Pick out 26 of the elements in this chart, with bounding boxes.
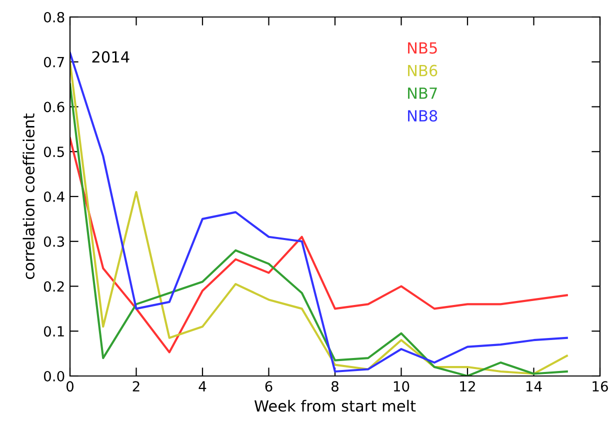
x-tick-label: 14 bbox=[526, 381, 542, 392]
y-tick-label: 0.4 bbox=[44, 191, 64, 202]
y-tick-label: 0.8 bbox=[44, 12, 64, 22]
text: NB5 bbox=[408, 42, 437, 54]
x-tick-label: 6 bbox=[265, 381, 272, 392]
x-tick-label: 8 bbox=[332, 381, 338, 392]
y-tick-label: 0.7 bbox=[44, 56, 64, 68]
x-tick-label: 4 bbox=[198, 381, 206, 392]
y-tick-label: 0.0 bbox=[44, 370, 64, 382]
text: NB8 bbox=[408, 110, 438, 122]
x-axis-title: Week from start melt bbox=[254, 400, 416, 412]
y-tick-label: 0.2 bbox=[44, 281, 64, 292]
y-tick-label: 0.3 bbox=[44, 236, 64, 247]
y-tick-label: 0.1 bbox=[44, 326, 64, 337]
x-tick-label: 2 bbox=[132, 381, 140, 392]
text: NB7 bbox=[408, 88, 437, 99]
line-series bbox=[70, 137, 568, 354]
y-axis-title: correlation coefficient bbox=[22, 114, 35, 280]
x-tick-label: 16 bbox=[592, 381, 608, 392]
x-tick-label: 12 bbox=[460, 381, 475, 392]
y-tick-label: 0.6 bbox=[44, 102, 64, 112]
annotation: 2014 bbox=[92, 51, 130, 63]
x-tick-label: 0 bbox=[66, 381, 74, 392]
x-tick-label: 10 bbox=[394, 381, 410, 392]
y-tick-label: 0.5 bbox=[44, 146, 64, 158]
text: NB6 bbox=[408, 64, 438, 76]
